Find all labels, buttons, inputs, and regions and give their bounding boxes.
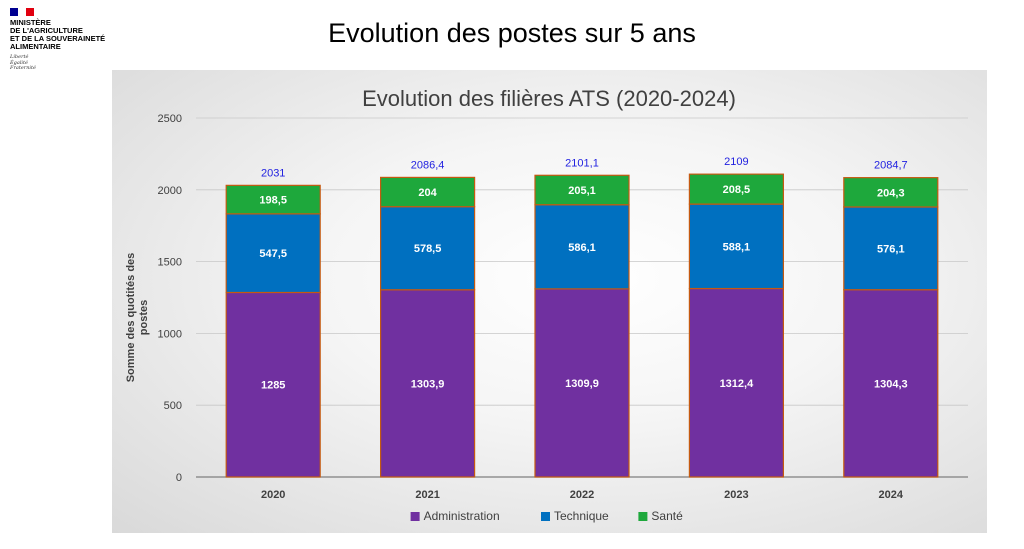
bar-segment-santé — [225, 184, 321, 215]
ministry-name: MINISTÈRE DE L'AGRICULTURE ET DE LA SOUV… — [10, 18, 106, 51]
bar-segment-technique — [688, 203, 785, 290]
french-flag-icon — [10, 8, 34, 16]
bar-segment-administration — [225, 291, 321, 478]
x-tick-label: 2023 — [724, 489, 748, 501]
x-tick-label: 2020 — [261, 489, 285, 501]
y-tick-label: 500 — [164, 400, 182, 412]
y-tick-label: 1500 — [158, 257, 182, 269]
x-tick-label: 2021 — [415, 489, 439, 501]
data-label: 586,1 — [568, 242, 596, 254]
legend-label: Technique — [554, 509, 609, 523]
data-label: 204,3 — [877, 187, 905, 199]
bar-segment-administration — [534, 288, 630, 478]
legend-label: Administration — [424, 509, 500, 523]
bar-segment-santé — [688, 173, 785, 205]
data-label: 1303,9 — [411, 378, 445, 390]
total-label: 2101,1 — [565, 157, 599, 169]
bar-segment-technique — [225, 213, 321, 294]
bar-segment-santé — [843, 177, 939, 208]
y-tick-label: 2000 — [158, 185, 182, 197]
y-tick-label: 2500 — [158, 113, 182, 125]
bar-segment-technique — [380, 206, 476, 291]
chart-area: Evolution des filières ATS (2020-2024) 0 5… — [112, 70, 987, 533]
x-tick-label: 2024 — [879, 489, 904, 501]
data-label: 1309,9 — [565, 378, 599, 390]
bar-segment-administration — [843, 289, 939, 478]
ministry-logo: MINISTÈRE DE L'AGRICULTURE ET DE LA SOUV… — [10, 8, 150, 72]
legend-swatch — [638, 512, 648, 521]
data-label: 1285 — [261, 380, 285, 392]
data-label: 576,1 — [877, 243, 905, 255]
data-label: 1304,3 — [874, 378, 908, 390]
republic-motto: Liberté Égalité Fraternité — [10, 54, 36, 71]
total-label: 2086,4 — [411, 159, 445, 171]
bar-segment-administration — [380, 289, 476, 478]
data-label: 588,1 — [723, 241, 751, 253]
data-label: 1312,4 — [720, 378, 755, 390]
chart-title: Evolution des filières ATS (2020-2024) — [362, 86, 736, 111]
legend-swatch — [541, 512, 550, 521]
data-label: 205,1 — [568, 185, 596, 197]
bar-segment-santé — [380, 176, 476, 208]
legend-label: Santé — [651, 509, 683, 523]
slide-title: Evolution des postes sur 5 ans — [328, 18, 696, 48]
data-label: 204 — [418, 187, 437, 199]
data-label: 547,5 — [259, 248, 287, 260]
bar-segment-administration — [688, 287, 785, 478]
bar-segment-santé — [534, 174, 630, 206]
bar-segment-technique — [843, 206, 939, 291]
stacked-bar-chart: Evolution des filières ATS (2020-2024) 0 5… — [125, 86, 968, 523]
data-label: 198,5 — [259, 195, 287, 207]
data-label: 208,5 — [723, 184, 751, 196]
y-tick-label: 0 — [176, 472, 182, 484]
legend-swatch — [410, 512, 420, 521]
y-tick-label: 1000 — [158, 328, 182, 340]
total-label: 2031 — [261, 167, 285, 179]
data-label: 578,5 — [414, 243, 442, 255]
total-label: 2084,7 — [874, 160, 908, 172]
y-axis-label: Somme des quotités despostes — [125, 253, 150, 383]
x-tick-label: 2022 — [570, 489, 594, 501]
total-label: 2109 — [724, 156, 748, 168]
